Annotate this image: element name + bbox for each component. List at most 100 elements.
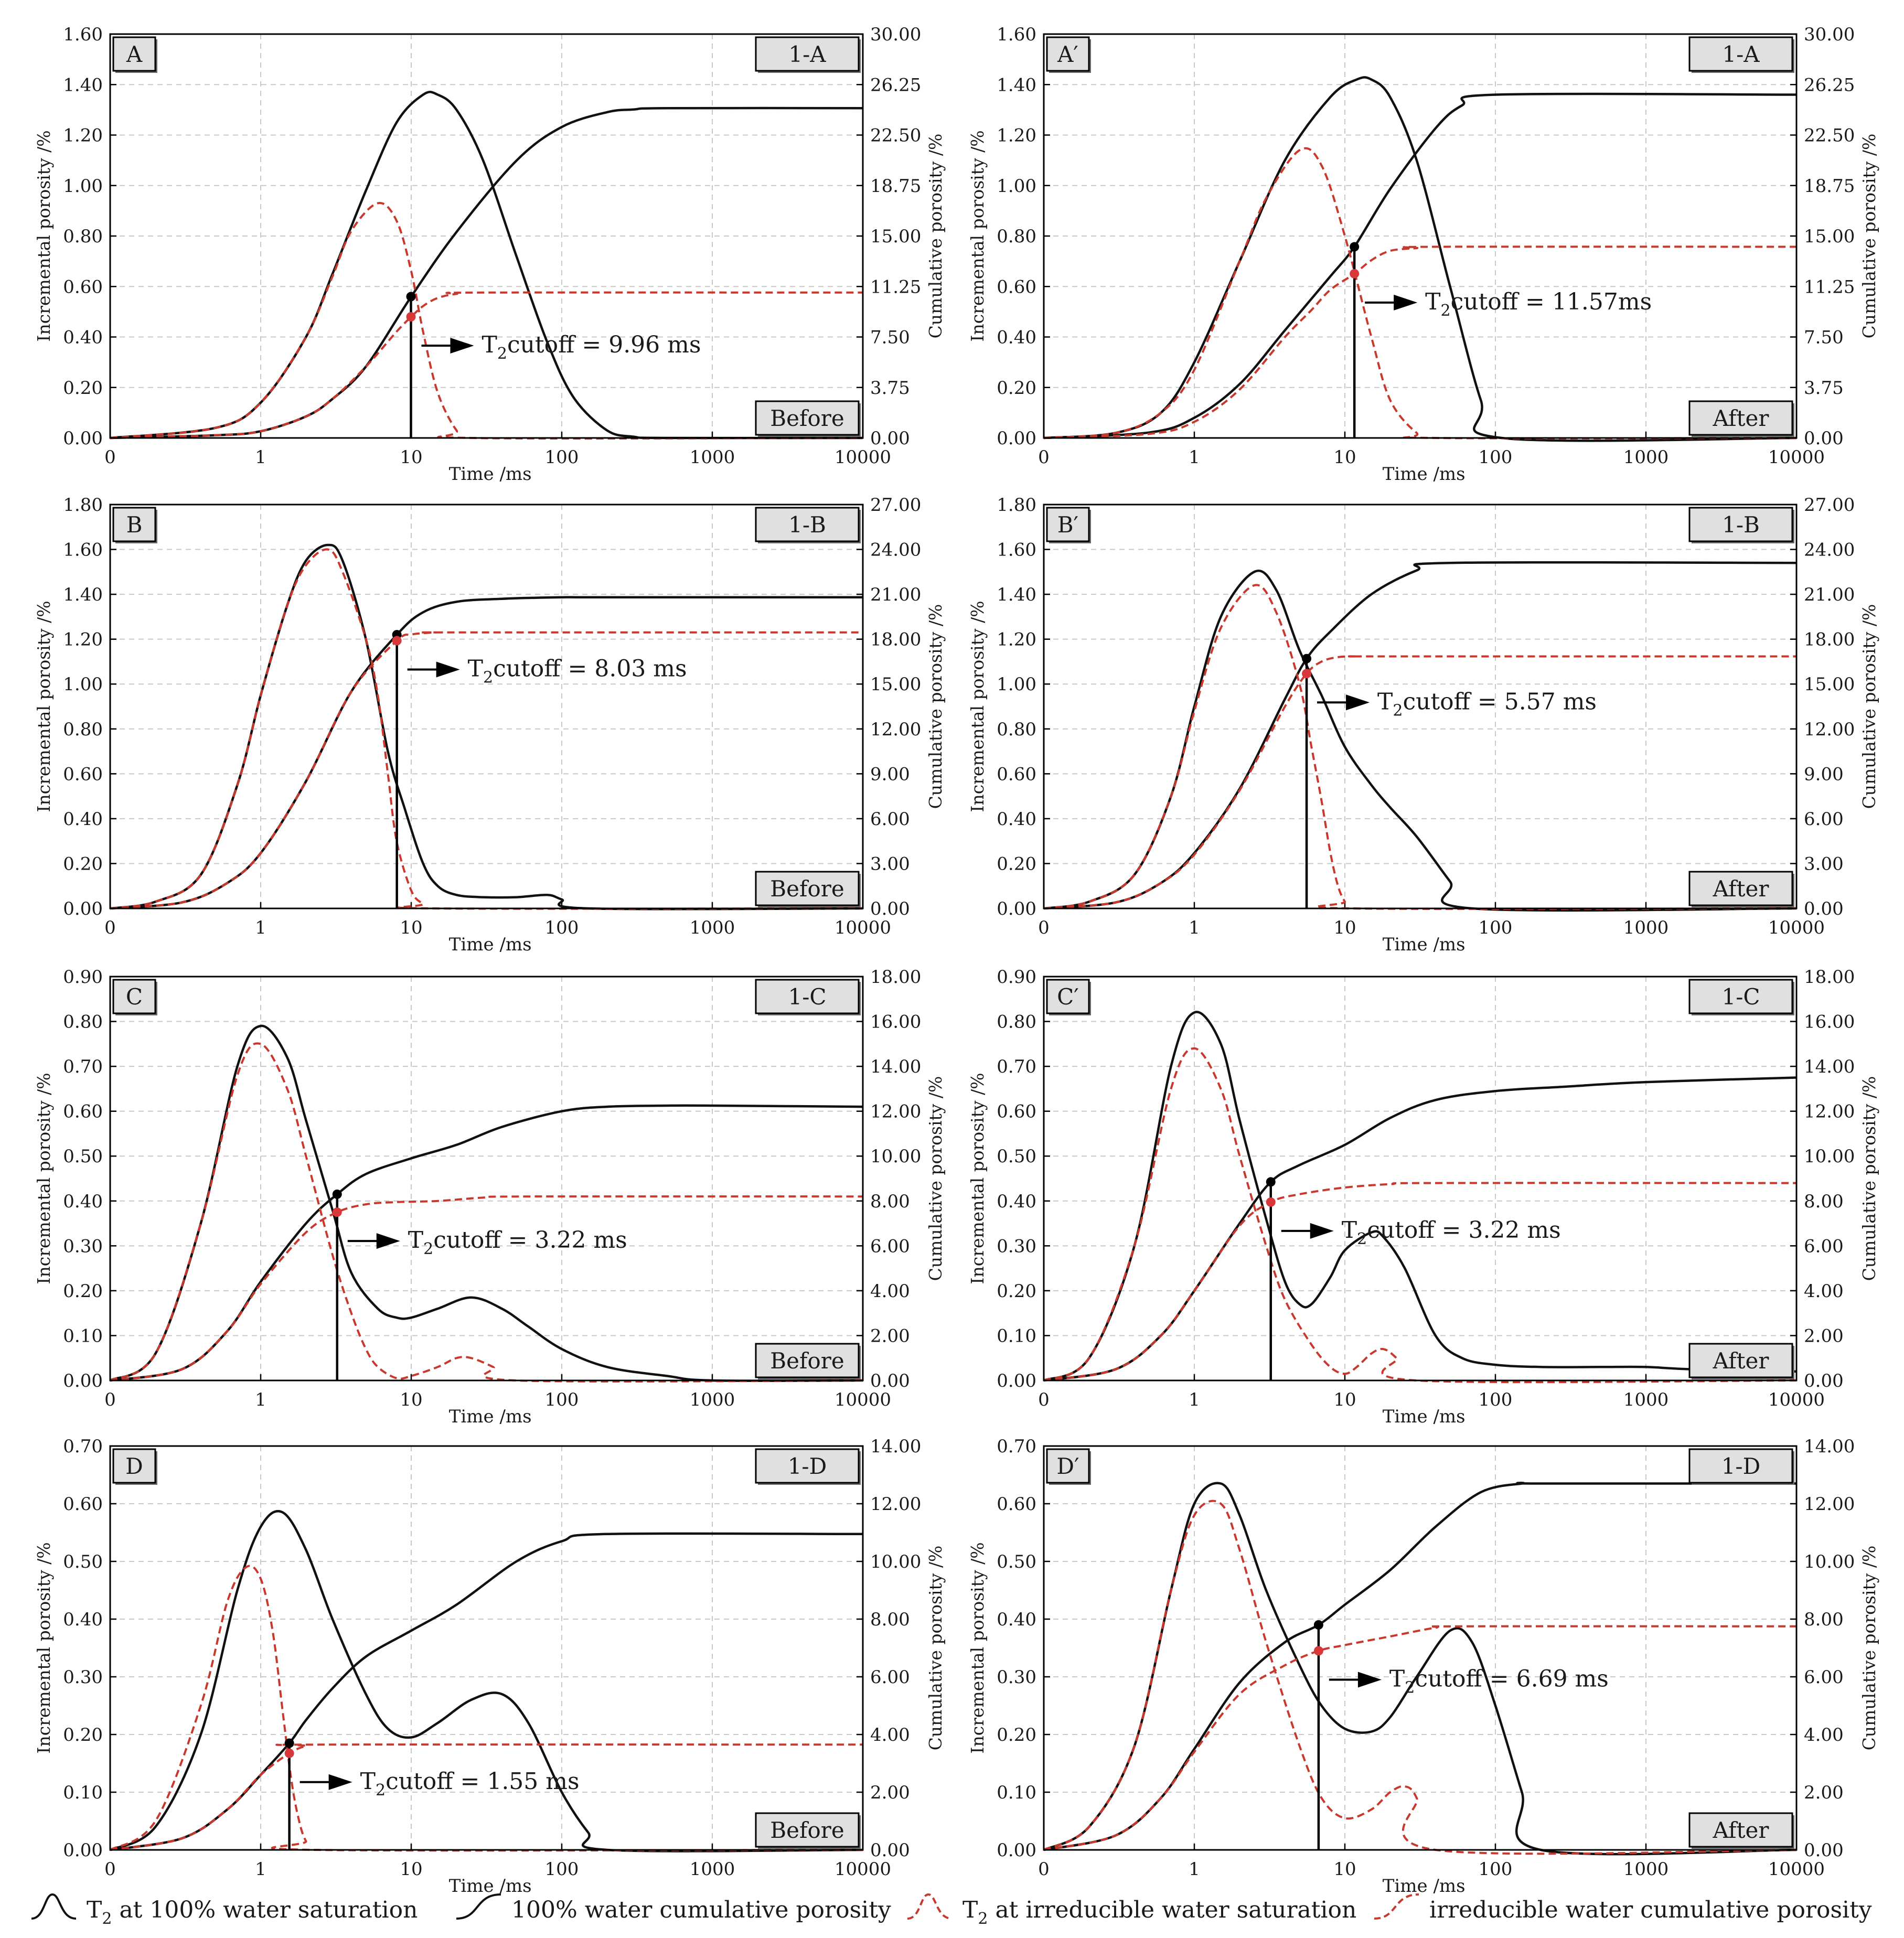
legend-item-1: T2 at 100% water saturation [31, 1893, 418, 1928]
y-tick-label: 0.60 [63, 276, 103, 297]
y-tick-label: 1.40 [997, 74, 1036, 95]
y2-tick-label: 14.00 [1804, 1436, 1855, 1457]
panel-2: 0.00 0.20 0.40 0.60 0.80 1.00 1.20 1.40 1.60 0.00… [967, 24, 1879, 485]
y-tick-label: 1.40 [63, 74, 103, 95]
cutoff-point-full [284, 1738, 294, 1748]
sample-label-box [755, 507, 860, 542]
y2-axis-label: Cumulative porosity /% [1859, 134, 1879, 339]
y2-axis-label: Cumulative porosity /% [925, 134, 946, 339]
y-tick-label: 1.20 [997, 125, 1036, 146]
peak-icon [31, 1893, 77, 1920]
y-tick-label: 0.20 [63, 853, 103, 874]
y-tick-label: 0.60 [997, 1101, 1036, 1122]
cutoff-point-irreducible [1350, 269, 1360, 279]
y2-tick-label: 18.00 [1804, 629, 1855, 650]
y-tick-label: 1.20 [997, 629, 1036, 650]
y-tick-label: 0.20 [997, 853, 1036, 874]
x-tick-label: 1 [1189, 1859, 1200, 1880]
y2-tick-label: 2.00 [1804, 1782, 1844, 1803]
sample-label: 1-B [755, 507, 861, 543]
y2-tick-label: 4.00 [870, 1281, 910, 1302]
y2-tick-label: 2.00 [870, 1325, 910, 1346]
y-tick-label: 0.90 [63, 967, 103, 988]
cutoff-annotation: T2cutoff = 11.57ms [1425, 288, 1652, 320]
cutoff-value: cutoff = 5.57 ms [1403, 688, 1597, 715]
state-label: After [1688, 1812, 1794, 1849]
y2-tick-label: 3.75 [1804, 378, 1844, 399]
y2-tick-label: 11.25 [870, 276, 921, 297]
legend-text: irreducible water cumulative porosity [1429, 1897, 1872, 1923]
panel-label: B′ [1046, 507, 1091, 543]
cutoff-t: T [1389, 1666, 1405, 1693]
cutoff-value: cutoff = 3.22 ms [433, 1227, 627, 1254]
y-tick-label: 1.80 [997, 495, 1036, 516]
y-tick-label: 1.00 [63, 176, 103, 197]
y-tick-label: 0.40 [997, 1191, 1036, 1212]
state-label-text: Before [770, 876, 844, 902]
y2-tick-label: 24.00 [1804, 540, 1855, 561]
plot-area [1044, 977, 1796, 1380]
x-tick-label: 0 [1038, 917, 1050, 938]
y2-tick-label: 8.00 [1804, 1609, 1844, 1630]
y-tick-label: 0.70 [63, 1056, 103, 1077]
x-tick-label: 1 [1189, 917, 1200, 938]
cutoff-t-subscript: 2 [1441, 302, 1451, 320]
cutoff-t: T [1342, 1217, 1357, 1244]
y2-tick-label: 16.00 [870, 1012, 921, 1033]
x-tick-label: 10000 [835, 1389, 891, 1410]
panel-label-text: D [125, 1453, 143, 1479]
y-axis-label: Incremental porosity /% [967, 130, 988, 341]
legend-text: 100% water cumulative porosity [511, 1897, 891, 1923]
x-tick-label: 10 [1333, 1859, 1356, 1880]
sample-label-box [1688, 36, 1793, 72]
state-label-text: After [1713, 1348, 1770, 1374]
y-tick-label: 0.30 [997, 1236, 1036, 1257]
panel-label: A [112, 36, 157, 73]
x-tick-label: 10000 [1768, 447, 1825, 468]
x-tick-label: 100 [1479, 1859, 1513, 1880]
y2-tick-label: 9.00 [870, 764, 910, 785]
y-tick-label: 0.60 [63, 1494, 103, 1515]
state-label-box [1688, 400, 1793, 436]
legend-item-2: 100% water cumulative porosity [456, 1893, 891, 1923]
state-label: Before [755, 1343, 861, 1379]
y2-tick-label: 6.00 [1804, 1667, 1844, 1688]
y2-tick-label: 14.00 [1804, 1056, 1855, 1077]
y-tick-label: 1.20 [63, 629, 103, 650]
cutoff-value: cutoff = 9.96 ms [507, 331, 701, 358]
panel-label-box [112, 979, 156, 1014]
y2-tick-label: 6.00 [870, 809, 910, 830]
legend-label: irreducible water cumulative porosity [1429, 1897, 1872, 1923]
y2-tick-label: 18.75 [1804, 176, 1855, 197]
state-label-box [755, 871, 860, 906]
y-tick-label: 0.40 [997, 1609, 1036, 1630]
y2-tick-label: 0.00 [1804, 1370, 1844, 1391]
y2-tick-label: 8.00 [1804, 1191, 1844, 1212]
sample-label-box [755, 36, 860, 72]
y2-tick-label: 7.50 [1804, 327, 1844, 348]
panel-label: C′ [1046, 979, 1091, 1015]
y-axis-label: Incremental porosity /% [967, 1073, 988, 1284]
y2-tick-label: 0.00 [1804, 428, 1844, 449]
sample-label-box [755, 979, 860, 1014]
cutoff-value: cutoff = 11.57ms [1451, 288, 1652, 315]
y2-tick-label: 30.00 [1804, 24, 1855, 45]
irreducible-t2-line [1043, 1500, 1797, 1855]
y2-tick-label: 4.00 [1804, 1725, 1844, 1746]
y2-axis-label: Cumulative porosity /% [1859, 1546, 1879, 1751]
plot-area [110, 505, 863, 908]
y-tick-label: 0.60 [63, 764, 103, 785]
y-tick-label: 0.10 [997, 1325, 1036, 1346]
x-tick-label: 1 [255, 1389, 266, 1410]
y-tick-label: 0.20 [63, 1281, 103, 1302]
y-tick-label: 1.00 [63, 674, 103, 695]
y2-tick-label: 22.50 [870, 125, 921, 146]
panel-3: 0.00 0.20 0.40 0.60 0.80 1.00 1.20 1.40 1.60 1.80… [34, 495, 946, 955]
y2-tick-label: 0.00 [1804, 1840, 1844, 1861]
cutoff-annotation: T2cutoff = 5.57 ms [1377, 688, 1597, 720]
x-tick-label: 1 [1189, 447, 1200, 468]
y2-tick-label: 30.00 [870, 24, 921, 45]
legend-text: at 100% water saturation [112, 1897, 418, 1923]
y-tick-label: 0.00 [63, 1840, 103, 1861]
x-axis-label: Time /ms [449, 1406, 532, 1427]
